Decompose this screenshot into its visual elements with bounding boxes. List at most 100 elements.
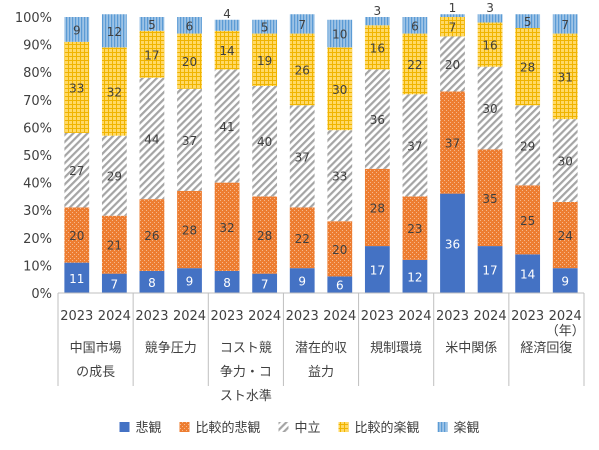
bar-segment-1 bbox=[64, 262, 90, 293]
x-tick-year: 2024 bbox=[173, 309, 206, 324]
legend-swatch bbox=[119, 422, 130, 432]
data-label: 30 bbox=[332, 83, 347, 97]
x-tick-year: 2024 bbox=[398, 309, 431, 324]
bar-segment-3 bbox=[214, 69, 240, 183]
data-label: 7 bbox=[111, 277, 119, 291]
x-group-label: 中国市場 bbox=[70, 340, 122, 356]
bar-segment-5 bbox=[402, 17, 428, 34]
data-label: 17 bbox=[482, 264, 497, 278]
data-label: 24 bbox=[558, 229, 573, 243]
legend-item: 比較的楽観 bbox=[338, 420, 420, 436]
bar-segment-1 bbox=[139, 270, 165, 293]
data-label: 14 bbox=[520, 268, 535, 282]
data-label: 37 bbox=[295, 150, 310, 164]
bar-segment-2 bbox=[364, 168, 390, 247]
bar-segment-1 bbox=[327, 276, 353, 293]
data-label: 23 bbox=[407, 222, 422, 236]
bar-segment-1 bbox=[364, 246, 390, 293]
bar-segment-5 bbox=[177, 17, 202, 34]
bar-segment-3 bbox=[252, 86, 278, 197]
data-label: 20 bbox=[69, 229, 84, 243]
data-label: 17 bbox=[370, 264, 385, 278]
data-label: 28 bbox=[257, 229, 272, 243]
bar-segment-4 bbox=[252, 33, 278, 86]
bar-segment-4 bbox=[64, 41, 90, 133]
y-tick-label: 20% bbox=[23, 232, 52, 247]
data-label: 20 bbox=[445, 58, 460, 72]
data-label: 5 bbox=[148, 18, 156, 32]
x-group-label: 潜在的収 bbox=[295, 340, 347, 356]
data-label: 29 bbox=[520, 139, 535, 153]
bar-segment-4 bbox=[440, 17, 465, 37]
data-label: 9 bbox=[186, 275, 194, 289]
bar-segment-4 bbox=[139, 30, 165, 78]
legend-item: 楽観 bbox=[437, 420, 480, 436]
bar-segment-3 bbox=[552, 119, 578, 202]
data-label: 5 bbox=[261, 21, 269, 35]
x-group-label: コスト競 bbox=[220, 341, 272, 356]
bar-segment-3 bbox=[64, 132, 90, 208]
bar-segment-4 bbox=[289, 33, 315, 106]
data-label: 6 bbox=[336, 279, 344, 293]
legend-label: 楽観 bbox=[454, 420, 480, 436]
bar-segment-5 bbox=[552, 14, 578, 34]
bar-segment-3 bbox=[327, 130, 353, 222]
data-label: 20 bbox=[182, 55, 197, 69]
data-label: 30 bbox=[558, 155, 573, 169]
bar-segment-4 bbox=[402, 33, 428, 95]
data-label: 20 bbox=[332, 243, 347, 257]
bar-segment-1 bbox=[477, 246, 503, 293]
bar-segment-2 bbox=[214, 182, 240, 271]
bar-segment-1 bbox=[214, 270, 240, 293]
data-label: 12 bbox=[407, 270, 422, 284]
x-tick-year: 2024 bbox=[549, 309, 582, 324]
bar-segment-2 bbox=[101, 215, 127, 274]
data-label: 41 bbox=[219, 120, 234, 134]
legend-swatch bbox=[338, 422, 349, 432]
bar-segment-5 bbox=[214, 19, 240, 31]
bar-segment-5 bbox=[101, 14, 127, 48]
x-tick-year: 2023 bbox=[211, 309, 244, 324]
legend-label: 中立 bbox=[295, 421, 321, 436]
data-label: 35 bbox=[482, 192, 497, 206]
data-label: 8 bbox=[223, 276, 231, 290]
data-label: 11 bbox=[69, 272, 84, 286]
data-label: 31 bbox=[558, 70, 573, 84]
bars bbox=[64, 14, 578, 293]
bar-segment-5 bbox=[64, 17, 90, 42]
x-tick-year: 2024 bbox=[248, 309, 281, 324]
data-label: 37 bbox=[407, 139, 422, 153]
bar-segment-3 bbox=[364, 69, 390, 169]
bar-segment-2 bbox=[177, 190, 202, 269]
data-label: 29 bbox=[107, 170, 122, 184]
legend-swatch bbox=[179, 422, 190, 432]
data-label: 22 bbox=[295, 232, 310, 246]
data-label: 9 bbox=[73, 23, 81, 37]
data-label: 27 bbox=[69, 164, 84, 178]
bar-segment-1 bbox=[177, 268, 202, 293]
data-label: 28 bbox=[520, 61, 535, 75]
data-label: 9 bbox=[561, 275, 569, 289]
x-tick-year: 2023 bbox=[60, 309, 93, 324]
x-tick-year: 2023 bbox=[135, 309, 168, 324]
y-tick-label: 70% bbox=[23, 94, 52, 109]
data-label: 1 bbox=[449, 1, 457, 15]
legend-label: 比較的悲観 bbox=[196, 420, 261, 436]
legend: 悲観 比較的悲観 中立 比較的楽観 楽観 bbox=[119, 420, 480, 436]
data-label: 26 bbox=[295, 63, 310, 77]
data-label: 10 bbox=[332, 28, 347, 42]
bar-segment-5 bbox=[327, 19, 353, 48]
bar-segment-2 bbox=[440, 91, 465, 194]
bar-segment-1 bbox=[402, 259, 428, 293]
bar-segment-4 bbox=[515, 28, 541, 106]
data-label: 44 bbox=[144, 132, 159, 146]
bar-segment-2 bbox=[552, 201, 578, 269]
legend-item: 中立 bbox=[278, 421, 321, 436]
data-label: 12 bbox=[107, 25, 122, 39]
x-group-label: 規制環境 bbox=[370, 341, 422, 356]
y-tick-label: 0% bbox=[31, 287, 52, 302]
legend-label: 悲観 bbox=[136, 420, 162, 436]
data-label: 36 bbox=[445, 237, 460, 251]
